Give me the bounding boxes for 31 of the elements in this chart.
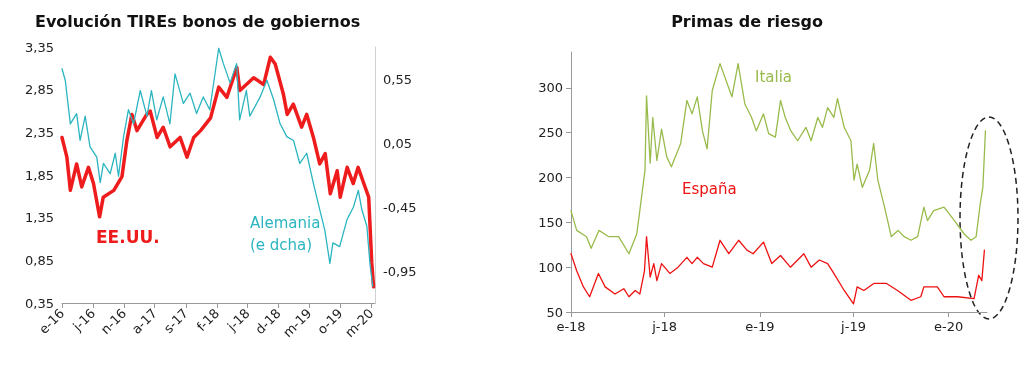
y2-tick-label: 0,55 <box>383 71 412 87</box>
y-tick-label: 0,35 <box>25 295 54 311</box>
x-tick-label: e-19 <box>745 319 775 334</box>
y-tick-label: 3,35 <box>25 39 54 55</box>
y2-tick-label: -0,45 <box>383 199 417 215</box>
series-label: Italia <box>755 68 793 86</box>
y-tick-label: 250 <box>538 125 563 141</box>
y-tick-label: 150 <box>538 214 563 230</box>
line-series <box>570 236 986 305</box>
y-tick-label: 1,35 <box>25 210 54 226</box>
x-tick-label: e-18 <box>556 319 586 334</box>
y-tick-label: 300 <box>538 80 563 96</box>
y-tick-label: 2,35 <box>25 124 54 140</box>
x-tick-label: e-20 <box>934 319 964 334</box>
y-tick-label: 200 <box>538 170 563 186</box>
chart-title: Primas de riesgo <box>671 11 823 31</box>
line-series <box>570 63 987 255</box>
series-label: Alemania (e dcha) <box>250 214 321 254</box>
x-tick-label: f-18 <box>193 305 223 335</box>
y2-tick-label: -0,95 <box>383 263 417 279</box>
y-tick-label: 1,85 <box>25 167 54 183</box>
x-tick-label: j-18 <box>651 319 678 334</box>
text: España <box>682 180 737 198</box>
y-tick-label: 2,85 <box>25 82 54 98</box>
x-tick-label: j-19 <box>840 319 866 334</box>
series-label: EE.UU. <box>96 227 160 247</box>
y-tick-label: 0,85 <box>25 252 54 268</box>
y-tick-label: 50 <box>546 304 563 320</box>
chart-title: Evolución TIREs bonos de gobiernos <box>35 11 361 31</box>
y2-tick-label: 0,05 <box>383 135 412 151</box>
y-tick-label: 100 <box>538 259 563 275</box>
